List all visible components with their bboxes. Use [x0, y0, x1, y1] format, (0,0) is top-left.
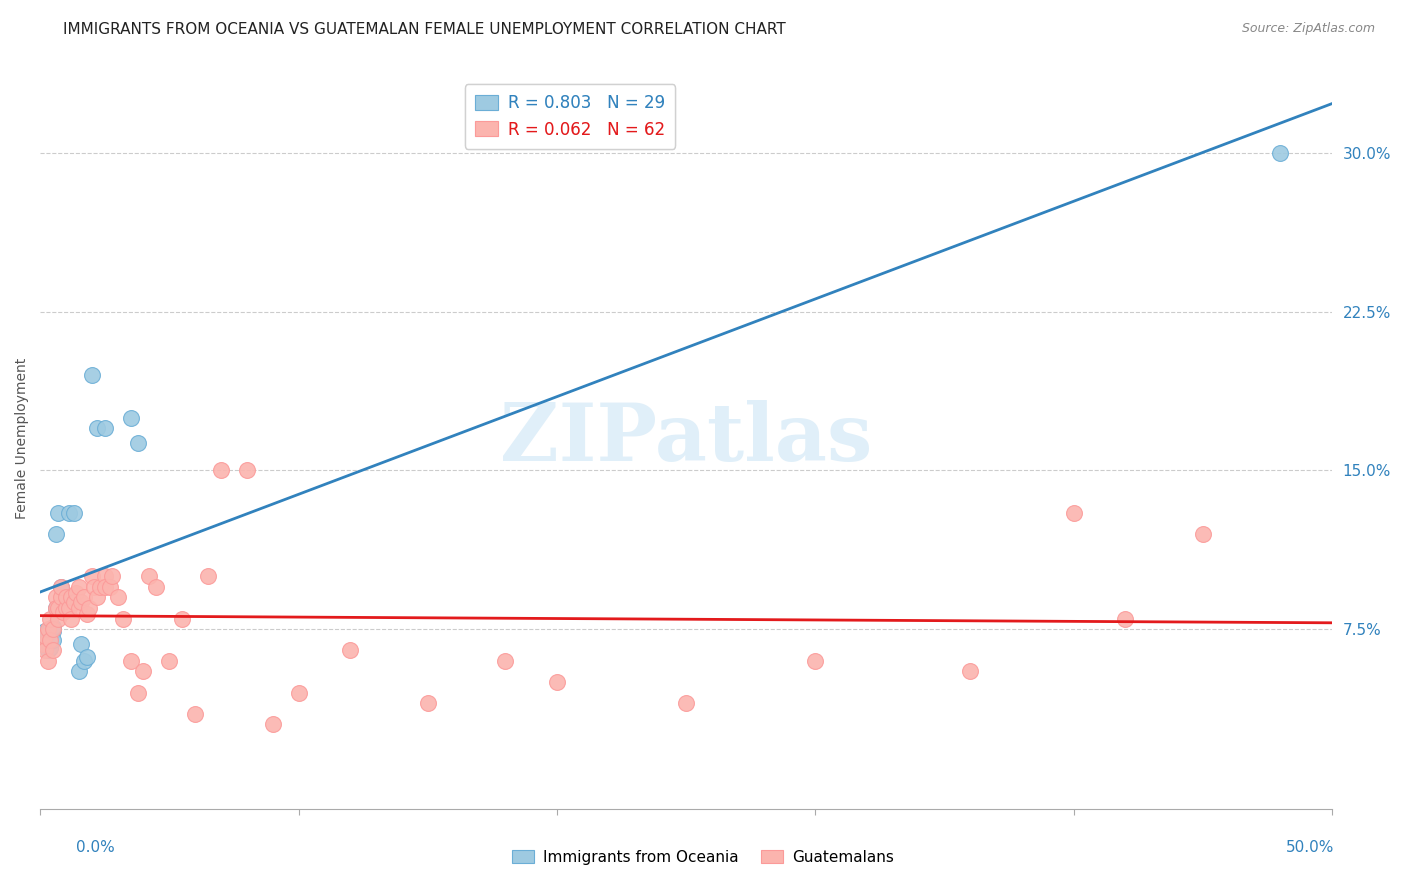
Point [98, 580, 121, 594]
Point [37, 632, 59, 647]
Point [86, 591, 108, 605]
Point [89, 580, 111, 594]
Point [804, 654, 827, 668]
Point [45, 591, 67, 605]
Point [287, 686, 309, 700]
Point [65, 586, 87, 600]
Text: Source: ZipAtlas.com: Source: ZipAtlas.com [1241, 22, 1375, 36]
Point [34, 643, 56, 657]
Point [37, 637, 59, 651]
Point [197, 569, 219, 583]
Point [120, 654, 142, 668]
Point [37, 643, 59, 657]
Point [60, 611, 83, 625]
Point [262, 717, 284, 731]
Point [52, 605, 75, 619]
Point [93, 569, 115, 583]
Point [546, 675, 568, 690]
Point [42, 632, 65, 647]
Point [34, 628, 56, 642]
Point [39, 611, 62, 625]
Point [157, 654, 180, 668]
Point [46, 611, 69, 625]
Point [37, 622, 59, 636]
Point [959, 665, 981, 679]
Point [184, 706, 207, 721]
Point [80, 368, 103, 383]
Point [111, 611, 134, 625]
Point [39, 632, 62, 647]
Point [1270, 146, 1292, 161]
Y-axis label: Female Unemployment: Female Unemployment [15, 358, 30, 519]
Point [46, 601, 69, 615]
Point [172, 611, 194, 625]
Point [76, 607, 98, 622]
Legend: R = 0.803   N = 29, R = 0.062   N = 62: R = 0.803 N = 29, R = 0.062 N = 62 [464, 84, 675, 149]
Point [70, 637, 93, 651]
Point [62, 506, 84, 520]
Text: 50.0%: 50.0% [1286, 840, 1334, 855]
Point [1063, 506, 1085, 520]
Point [145, 580, 167, 594]
Point [494, 654, 516, 668]
Point [120, 410, 142, 425]
Point [58, 601, 80, 615]
Point [236, 463, 259, 477]
Point [39, 641, 62, 656]
Point [73, 654, 96, 668]
Legend: Immigrants from Oceania, Guatemalans: Immigrants from Oceania, Guatemalans [506, 844, 900, 871]
Point [101, 569, 124, 583]
Point [675, 696, 697, 710]
Point [339, 643, 361, 657]
Point [45, 601, 67, 615]
Point [58, 506, 80, 520]
Point [93, 580, 115, 594]
Point [138, 569, 160, 583]
Point [76, 649, 98, 664]
Point [31, 628, 53, 642]
Point [1114, 611, 1136, 625]
Point [209, 463, 232, 477]
Point [83, 580, 105, 594]
Point [42, 643, 65, 657]
Point [62, 595, 84, 609]
Point [67, 665, 90, 679]
Point [77, 601, 100, 615]
Point [34, 637, 56, 651]
Point [132, 665, 155, 679]
Point [55, 591, 77, 605]
Point [80, 569, 103, 583]
Point [73, 591, 96, 605]
Point [127, 436, 149, 450]
Point [49, 580, 72, 594]
Point [60, 591, 83, 605]
Point [55, 591, 77, 605]
Point [55, 601, 77, 615]
Point [45, 601, 67, 615]
Point [67, 580, 90, 594]
Point [127, 686, 149, 700]
Point [42, 624, 65, 639]
Point [70, 595, 93, 609]
Point [31, 637, 53, 651]
Point [42, 622, 65, 636]
Point [39, 622, 62, 636]
Point [45, 527, 67, 541]
Point [107, 591, 129, 605]
Text: ZIPatlas: ZIPatlas [501, 400, 872, 478]
Point [49, 591, 72, 605]
Point [42, 620, 65, 634]
Point [46, 506, 69, 520]
Point [39, 628, 62, 642]
Point [34, 624, 56, 639]
Point [93, 421, 115, 435]
Text: 0.0%: 0.0% [76, 840, 115, 855]
Point [416, 696, 439, 710]
Point [1192, 527, 1215, 541]
Point [37, 654, 59, 668]
Text: IMMIGRANTS FROM OCEANIA VS GUATEMALAN FEMALE UNEMPLOYMENT CORRELATION CHART: IMMIGRANTS FROM OCEANIA VS GUATEMALAN FE… [63, 22, 786, 37]
Point [67, 601, 90, 615]
Point [86, 421, 108, 435]
Point [49, 580, 72, 594]
